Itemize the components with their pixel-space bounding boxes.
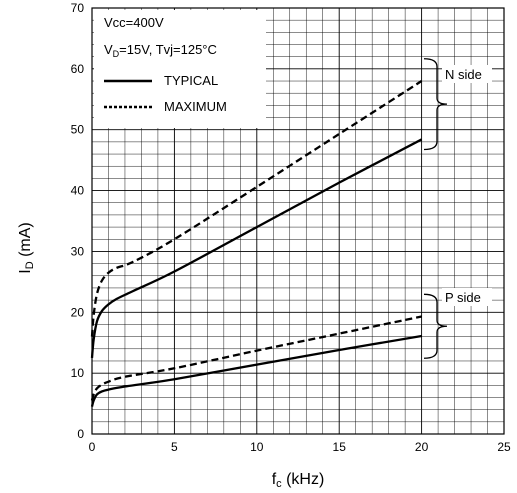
y-tick-label: 40 xyxy=(71,184,85,198)
p-side-label-bg xyxy=(442,288,492,306)
x-tick-label: 5 xyxy=(171,440,178,454)
x-axis-ticks: 0 5 10 15 20 25 xyxy=(89,440,511,454)
series-lines xyxy=(90,80,423,407)
x-tick-label: 25 xyxy=(497,440,511,454)
x-tick-label: 15 xyxy=(333,440,347,454)
y-axis-ticks: 0 10 20 30 40 50 60 70 xyxy=(71,1,85,441)
annotations: N side P side xyxy=(423,58,492,359)
legend: Vcc=400V VD=15V, Tvj=125°C TYPICAL MAXIM… xyxy=(94,10,266,128)
legend-maximum-label: MAXIMUM xyxy=(164,99,227,114)
n-side-brace xyxy=(423,58,448,151)
y-tick-label: 0 xyxy=(77,427,84,441)
n-side-label: N side xyxy=(445,67,482,82)
p-side-brace xyxy=(423,293,448,359)
x-tick-label: 0 xyxy=(89,440,96,454)
p-side-typical-line xyxy=(90,334,422,407)
condition-vcc: Vcc=400V xyxy=(104,15,164,30)
x-tick-label: 20 xyxy=(415,440,429,454)
y-tick-label: 60 xyxy=(71,62,85,76)
y-axis-label: ID (mA) xyxy=(17,222,36,274)
legend-typical-label: TYPICAL xyxy=(164,73,218,88)
x-axis-label: fc (kHz) xyxy=(272,471,325,490)
p-side-maximum-line xyxy=(90,315,422,401)
legend-background xyxy=(94,10,266,128)
n-side-maximum-line xyxy=(90,80,423,337)
n-side-typical-line xyxy=(90,138,423,359)
p-side-label: P side xyxy=(445,290,481,305)
y-tick-label: 20 xyxy=(71,305,85,319)
y-tick-label: 70 xyxy=(71,1,85,15)
plot-frame xyxy=(91,7,505,435)
y-tick-label: 50 xyxy=(71,123,85,137)
condition-vd-tvj: VD=15V, Tvj=125°C xyxy=(104,42,217,59)
n-side-label-bg xyxy=(442,65,492,83)
y-tick-label: 30 xyxy=(71,244,85,258)
y-tick-label: 10 xyxy=(71,366,85,380)
x-tick-label: 10 xyxy=(250,440,264,454)
